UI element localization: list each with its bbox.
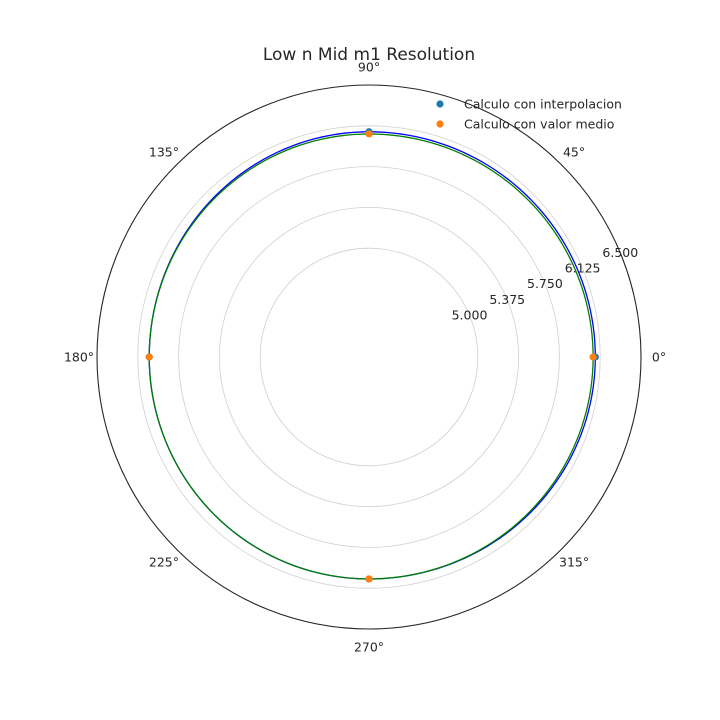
series-1-point-0 <box>589 353 597 361</box>
radial-gridline-0 <box>259 247 479 467</box>
series-line-1 <box>148 133 594 580</box>
series-line-0 <box>148 131 596 580</box>
polar-frame <box>96 84 642 630</box>
angle-tick-label-5: 225° <box>149 555 179 570</box>
radial-tick-label-0: 5.000 <box>452 307 488 322</box>
series-1-point-3 <box>365 575 373 583</box>
series-curves <box>148 131 596 580</box>
angle-tick-label-2: 90° <box>358 60 380 75</box>
angle-tick-label-1: 45° <box>563 144 585 159</box>
radial-gridline-1 <box>218 206 520 508</box>
radial-tick-label-4: 6.500 <box>602 245 638 260</box>
angle-tick-label-0: 0° <box>652 350 666 365</box>
angle-tick-label-3: 135° <box>149 144 179 159</box>
radial-gridline-3 <box>137 125 601 589</box>
legend-label-0: Calculo con interpolacion <box>464 97 622 112</box>
angle-tick-label-7: 315° <box>559 555 589 570</box>
legend-marker-0 <box>436 100 444 108</box>
grid <box>96 84 642 630</box>
chart-title: Low n Mid m1 Resolution <box>263 45 475 65</box>
series-1-point-1 <box>365 130 373 138</box>
angle-tick-label-6: 270° <box>354 640 384 655</box>
legend-label-1: Calculo con valor medio <box>464 117 614 132</box>
tick-labels: 0° 45° 90° 135° 180° 225° 270° 315° 5.0005.3755.… <box>64 60 666 655</box>
series-1-point-2 <box>145 353 153 361</box>
radial-tick-label-3: 6.125 <box>565 261 601 276</box>
radial-gridline-2 <box>178 166 560 548</box>
radial-tick-label-2: 5.750 <box>527 276 563 291</box>
series-points <box>145 128 599 583</box>
legend: Calculo con interpolacion Calculo con val… <box>436 97 622 132</box>
radial-tick-label-1: 5.375 <box>489 292 525 307</box>
legend-marker-1 <box>436 120 444 128</box>
angle-tick-label-4: 180° <box>64 350 94 365</box>
